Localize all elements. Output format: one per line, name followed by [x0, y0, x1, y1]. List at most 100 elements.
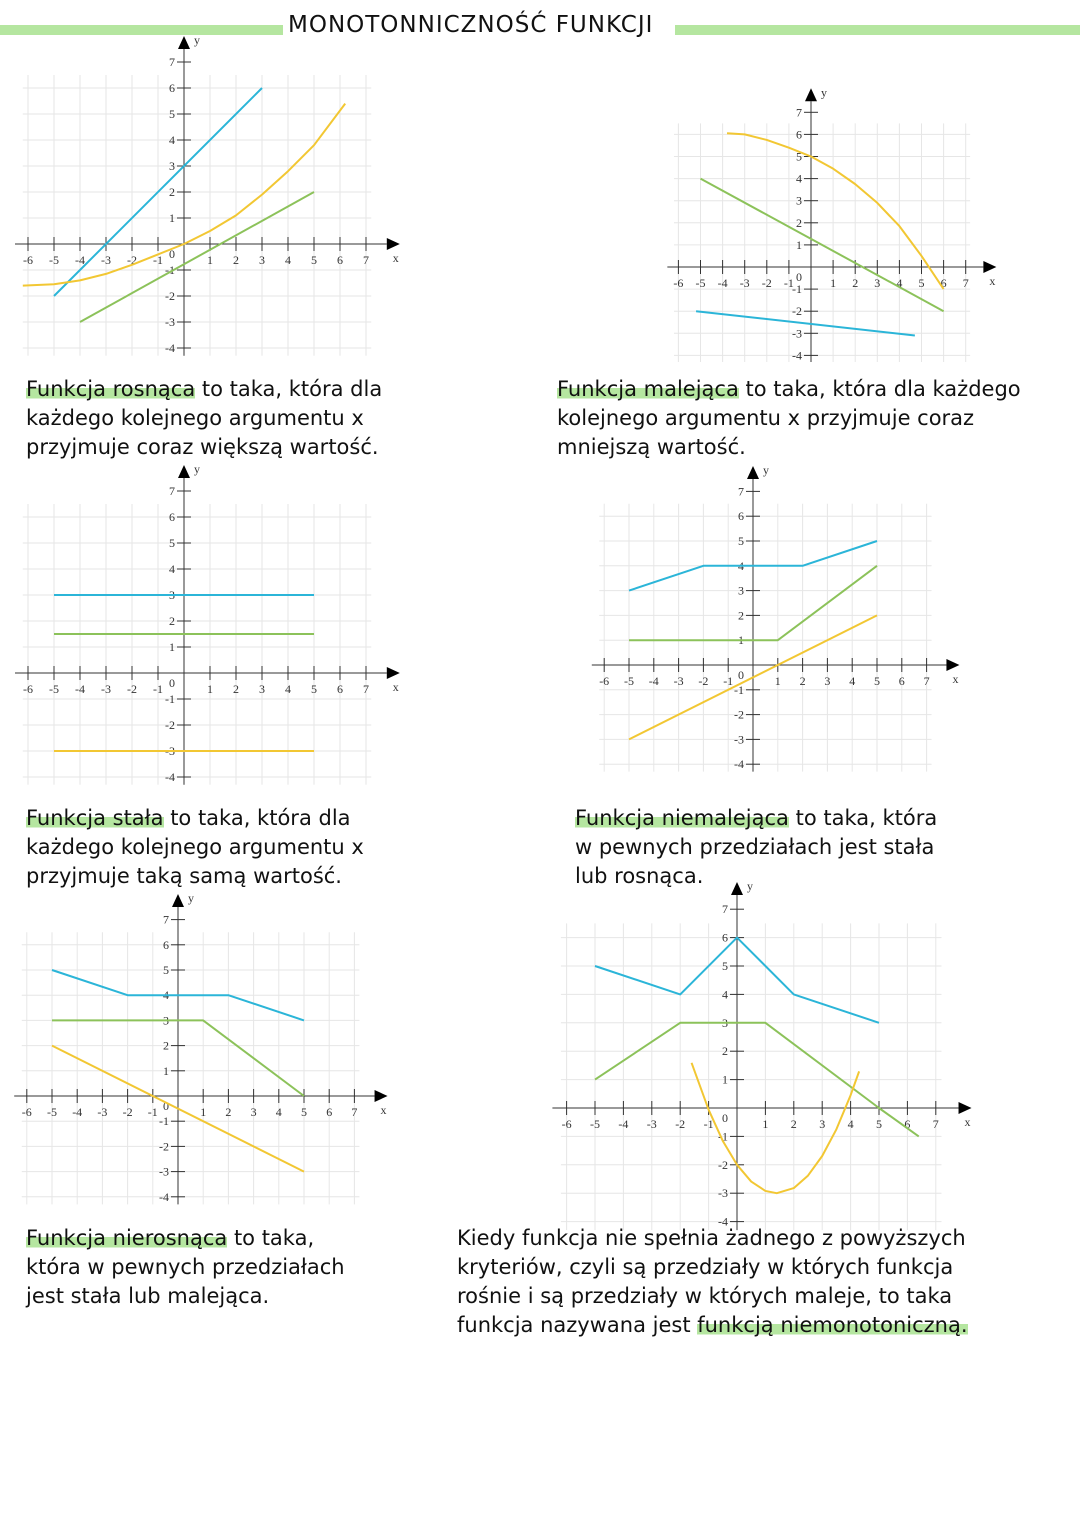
- y-tick-label: 2: [163, 1039, 169, 1053]
- title-bar-right: [675, 25, 1080, 35]
- y-tick-label: -1: [165, 692, 175, 706]
- x-tick-label: -5: [624, 674, 634, 688]
- text-line: kolejnego argumentu x przyjmuje coraz: [557, 406, 975, 430]
- x-tick-label: 2: [233, 253, 239, 267]
- y-tick-label: 5: [169, 107, 175, 121]
- x-tick-label: 4: [849, 674, 855, 688]
- y-tick-label: -3: [734, 732, 744, 746]
- x-tick-label: 4: [285, 253, 291, 267]
- origin-label: 0: [169, 247, 175, 261]
- definition-increasing: Funkcja rosnąca to taka, która dla każde…: [26, 375, 382, 462]
- y-tick-label: -2: [159, 1139, 169, 1153]
- x-tick-label: 6: [899, 674, 905, 688]
- y-tick-label: 7: [169, 55, 175, 69]
- text-line: to taka, która dla każdego: [738, 377, 1021, 401]
- x-axis-arrow: [386, 238, 400, 250]
- x-tick-label: 1: [200, 1105, 206, 1119]
- x-tick-label: 1: [207, 253, 213, 267]
- y-tick-label: 6: [738, 509, 744, 523]
- x-tick-label: -1: [704, 1117, 714, 1131]
- y-tick-label: 3: [796, 194, 802, 208]
- y-tick-label: 2: [169, 614, 175, 628]
- x-tick-label: 7: [924, 674, 930, 688]
- x-tick-label: 1: [830, 276, 836, 290]
- y-tick-label: -2: [165, 718, 175, 732]
- x-tick-label: 7: [363, 682, 369, 696]
- y-tick-label: 5: [738, 534, 744, 548]
- yellow-series-line: [22, 102, 347, 287]
- origin-label: 0: [169, 676, 175, 690]
- y-axis-label: y: [821, 85, 827, 99]
- x-axis-label: x: [393, 680, 399, 694]
- x-axis-label: x: [381, 1103, 387, 1117]
- x-tick-label: 3: [874, 276, 880, 290]
- x-tick-label: 7: [933, 1117, 939, 1131]
- y-tick-label: 7: [163, 913, 169, 927]
- y-tick-label: 2: [169, 185, 175, 199]
- x-tick-label: -1: [153, 682, 163, 696]
- y-tick-label: -1: [734, 683, 744, 697]
- x-tick-label: -4: [75, 253, 85, 267]
- text-line: w pewnych przedziałach jest stała: [575, 835, 935, 859]
- x-tick-label: 3: [259, 682, 265, 696]
- page-title: MONOTONNICZNOŚĆ FUNKCJI: [288, 12, 654, 38]
- x-axis-label: x: [965, 1115, 971, 1129]
- y-tick-label: 7: [796, 105, 802, 119]
- y-axis-label: y: [194, 462, 200, 476]
- x-tick-label: -6: [562, 1117, 572, 1131]
- text-line: każdego kolejnego argumentu x: [26, 406, 364, 430]
- x-tick-label: 2: [225, 1105, 231, 1119]
- x-tick-label: 6: [326, 1105, 332, 1119]
- x-tick-label: -5: [49, 253, 59, 267]
- x-tick-label: 1: [207, 682, 213, 696]
- y-tick-label: 1: [163, 1064, 169, 1078]
- y-tick-label: 4: [796, 172, 802, 186]
- x-tick-label: 6: [904, 1117, 910, 1131]
- y-tick-label: -4: [718, 1215, 728, 1229]
- x-tick-label: -4: [649, 674, 659, 688]
- x-tick-label: -6: [23, 682, 33, 696]
- x-tick-label: -5: [590, 1117, 600, 1131]
- x-axis-arrow: [386, 667, 400, 679]
- y-tick-label: -2: [792, 304, 802, 318]
- x-axis-arrow: [958, 1102, 972, 1114]
- x-axis-label: x: [952, 672, 958, 686]
- definition-nonmonotonic: Kiedy funkcja nie spełnia żadnego z powy…: [457, 1224, 968, 1340]
- y-axis-arrow: [731, 882, 743, 895]
- green-series-line: [629, 564, 878, 642]
- x-tick-label: 7: [363, 253, 369, 267]
- y-tick-label: -3: [165, 315, 175, 329]
- text-line: która w pewnych przedziałach: [26, 1255, 345, 1279]
- yellow-series-line: [690, 1062, 861, 1195]
- term: Funkcja nierosnąca: [26, 1226, 228, 1250]
- y-tick-label: 2: [796, 216, 802, 230]
- y-tick-label: -4: [165, 770, 175, 784]
- y-tick-label: -4: [792, 348, 802, 362]
- y-tick-label: -3: [718, 1186, 728, 1200]
- y-tick-label: -4: [165, 341, 175, 355]
- x-tick-label: -1: [153, 253, 163, 267]
- x-tick-label: 2: [233, 682, 239, 696]
- x-axis-arrow: [983, 261, 997, 273]
- x-tick-label: 6: [337, 253, 343, 267]
- x-tick-label: 4: [896, 276, 902, 290]
- x-tick-label: -6: [673, 276, 683, 290]
- x-tick-label: -6: [599, 674, 609, 688]
- yellow-series-line: [628, 614, 878, 741]
- origin-label: 0: [738, 668, 744, 682]
- x-tick-label: -4: [618, 1117, 628, 1131]
- definition-decreasing: Funkcja malejąca to taka, która dla każd…: [557, 375, 1021, 462]
- x-tick-label: 4: [285, 682, 291, 696]
- x-axis-arrow: [946, 659, 960, 671]
- y-tick-label: 2: [738, 608, 744, 622]
- y-tick-label: 7: [722, 902, 728, 916]
- y-axis-arrow: [178, 465, 190, 478]
- x-tick-label: -4: [75, 682, 85, 696]
- title-bar-left: [0, 25, 283, 35]
- x-tick-label: -3: [101, 253, 111, 267]
- y-axis-label: y: [763, 463, 769, 477]
- y-axis-arrow: [178, 36, 190, 49]
